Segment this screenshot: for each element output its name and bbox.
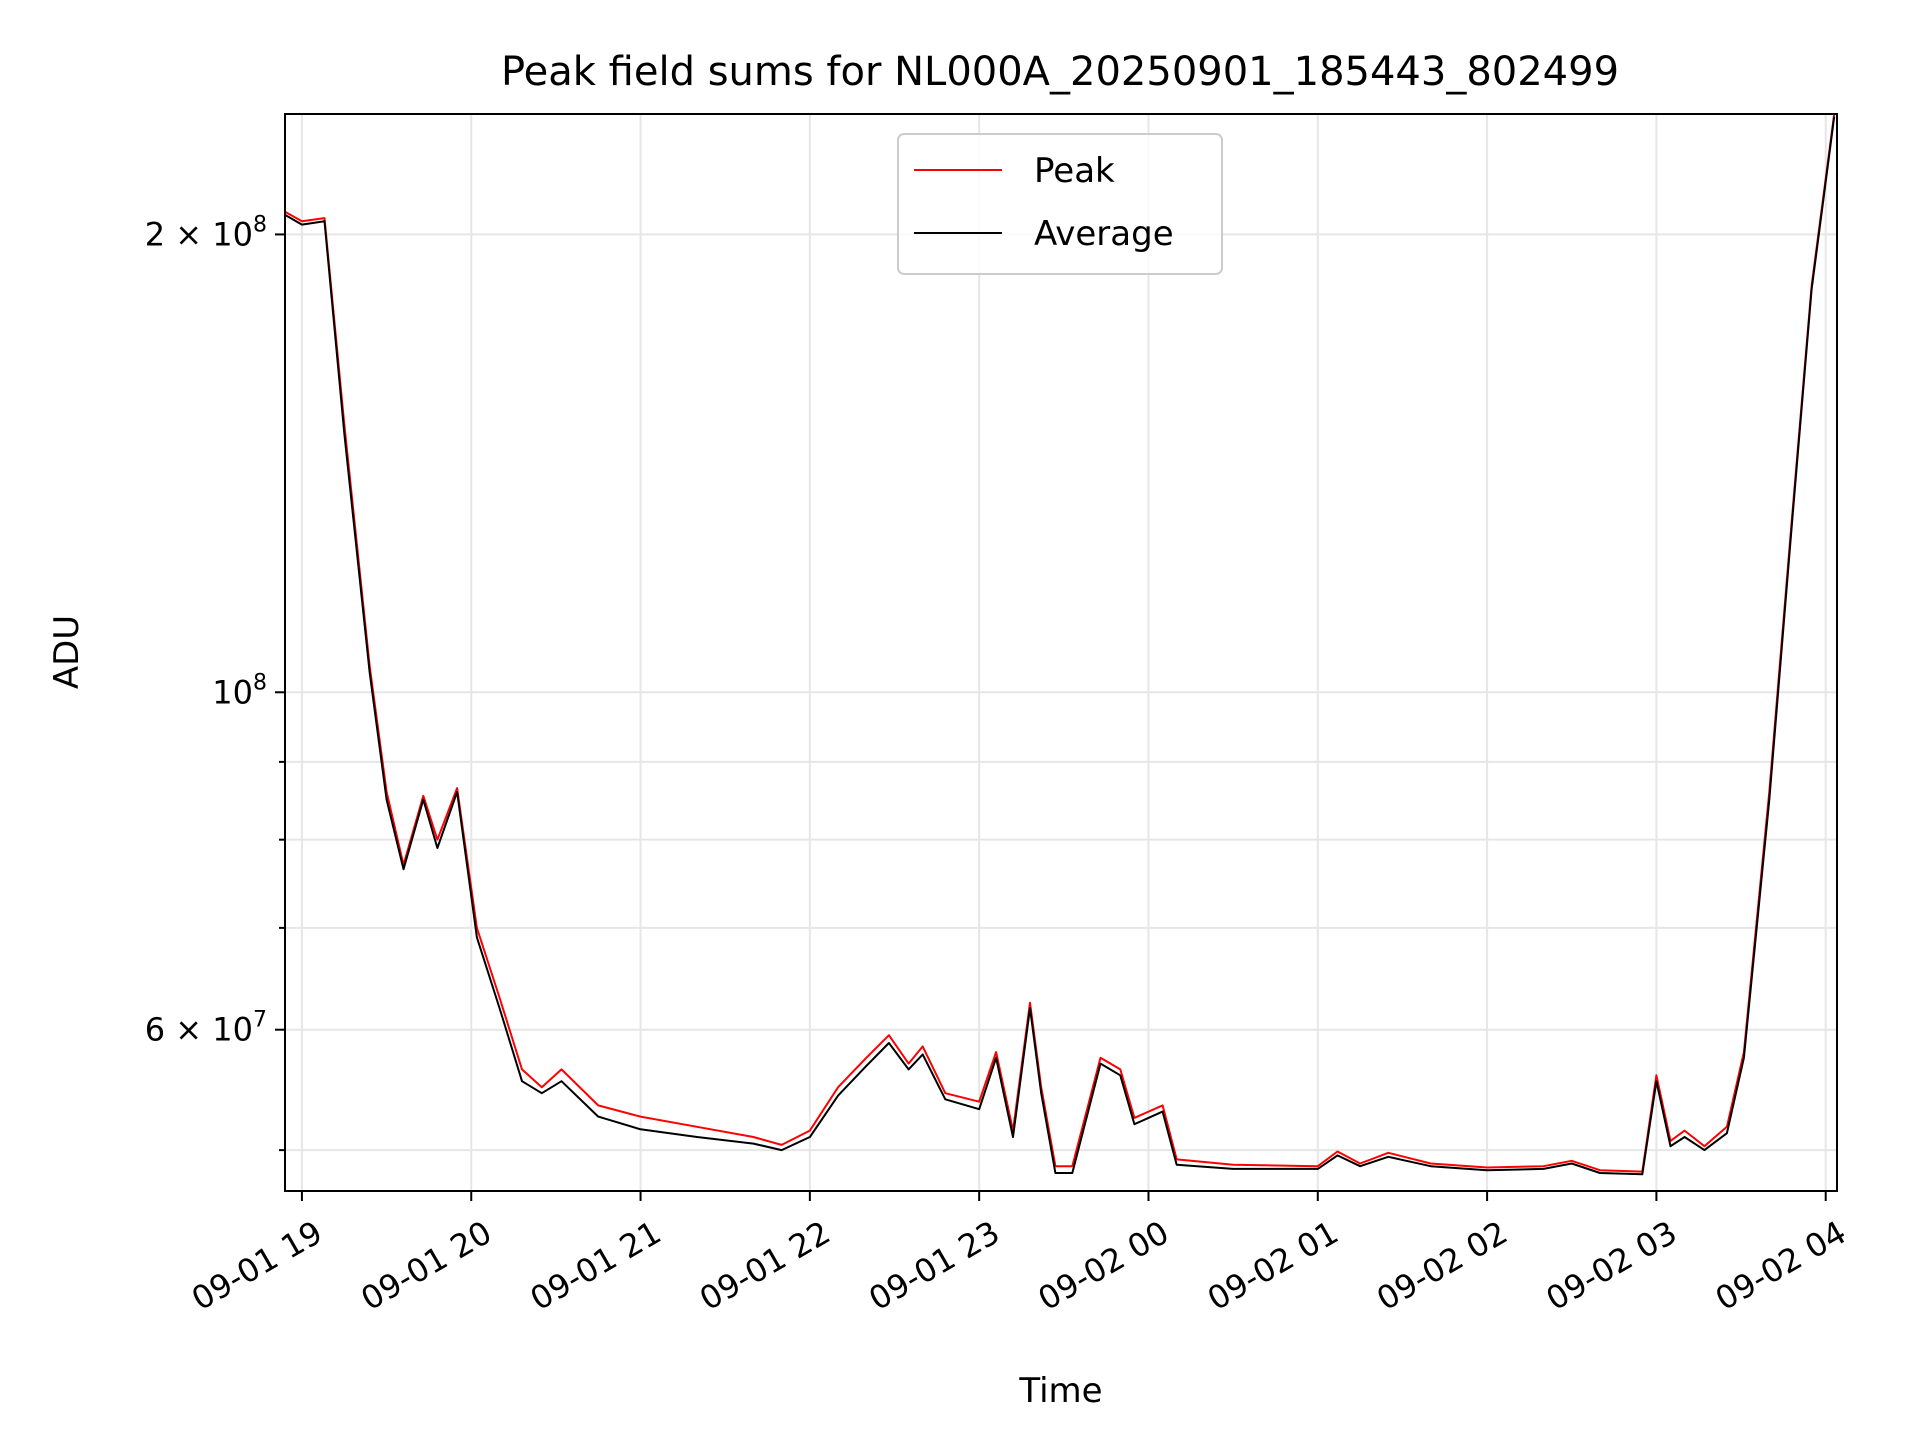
legend-label-average: Average <box>1034 214 1174 254</box>
y-axis-label: ADU <box>47 615 87 689</box>
y-tick-label: 6 × 107 <box>145 1008 267 1049</box>
series-layer <box>285 114 1836 1176</box>
chart-title: Peak field sums for NL000A_20250901_1854… <box>501 49 1619 95</box>
plot-frame <box>284 113 1838 1192</box>
y-tick-label: 2 × 108 <box>145 212 267 253</box>
x-axis-label: Time <box>1018 1371 1102 1411</box>
y-axis: 2 × 108 108 6 × 107 <box>145 212 285 1152</box>
legend: Peak Average <box>897 133 1223 275</box>
legend-label-peak: Peak <box>1034 151 1115 191</box>
y-tick-label: 108 <box>212 670 267 711</box>
series-line-average <box>285 116 1836 1176</box>
